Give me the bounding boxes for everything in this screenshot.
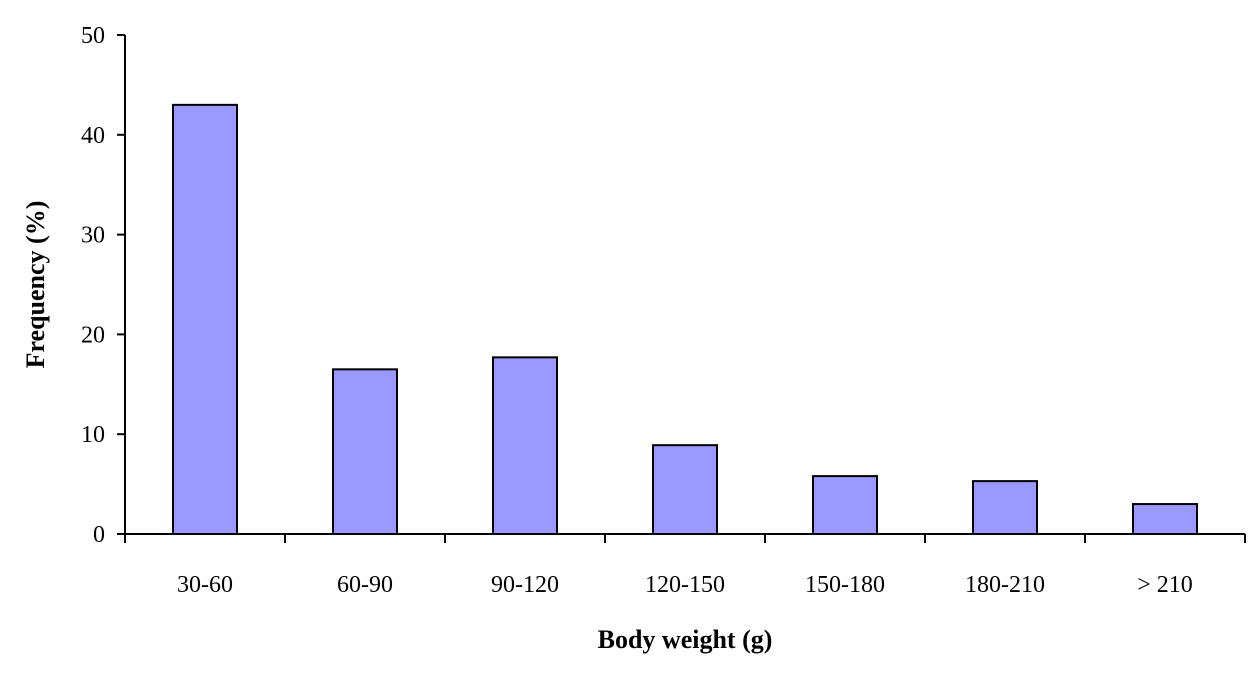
x-axis-ticks: 30-60 60-90 90-120 120-150 150-180 180-210 > 2… [124,534,1246,598]
x-tick-label: 60-90 [337,572,393,598]
bar-150-180 [812,475,878,535]
x-tick-label: 150-180 [805,572,885,598]
bars [172,103,1198,536]
y-tick-label: 0 [93,522,105,548]
y-axis-ticks: 0 10 20 30 40 50 [81,23,125,548]
x-tick-label: 90-120 [491,572,559,598]
y-tick-label: 30 [81,223,105,249]
bar-120-150 [652,444,718,536]
y-tick-label: 40 [81,123,105,149]
y-tick-label: 50 [81,23,105,49]
bar-30-60 [172,103,238,536]
x-tick-label: > 210 [1137,572,1193,598]
x-tick-label: 30-60 [177,572,233,598]
bar-180-210 [972,480,1038,535]
y-tick-label: 20 [81,322,105,348]
x-axis-title: Body weight (g) [598,625,773,654]
x-tick-label: 120-150 [645,572,725,598]
x-tick-label: 180-210 [965,572,1045,598]
bar-210 [1132,503,1198,535]
y-axis-title: Frequency (%) [21,201,50,369]
y-tick-label: 10 [81,422,105,448]
bar-60-90 [332,368,398,535]
bar-90-120 [492,356,558,535]
